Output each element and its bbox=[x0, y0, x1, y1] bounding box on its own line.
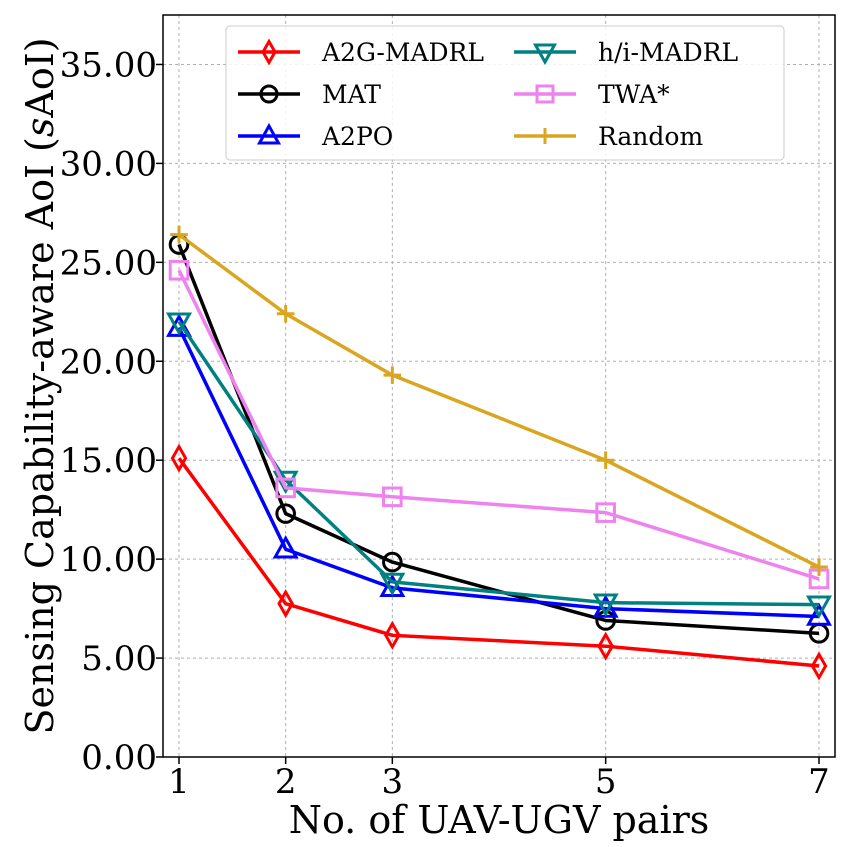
series-group bbox=[165, 225, 833, 681]
point-diamond bbox=[597, 631, 614, 661]
point-triangle-down bbox=[532, 43, 558, 66]
y-tick-label: 15.00 bbox=[60, 441, 157, 481]
point-square bbox=[168, 259, 190, 281]
point-triangle-up bbox=[256, 122, 282, 145]
legend-label: A2PO bbox=[321, 122, 393, 151]
y-axis-title: Sensing Capability-aware AoI (sAoI) bbox=[18, 37, 62, 734]
series-line bbox=[177, 233, 820, 569]
legend: A2G-MADRL MAT A2PO h/i-MADRL TWA* Random bbox=[225, 25, 785, 161]
series-a2g-madrl bbox=[170, 443, 828, 681]
point-square bbox=[535, 84, 555, 104]
point-triangle-down bbox=[272, 470, 299, 495]
legend-label: MAT bbox=[322, 80, 381, 109]
x-tick-label: 3 bbox=[382, 762, 404, 802]
point-diamond bbox=[810, 651, 828, 681]
legend-item: A2PO bbox=[238, 122, 393, 151]
point-plus bbox=[276, 304, 295, 323]
y-tick-label: 35.00 bbox=[60, 45, 157, 85]
y-tick-label: 5.00 bbox=[81, 639, 157, 679]
legend-label: A2G-MADRL bbox=[321, 38, 484, 67]
point-diamond bbox=[384, 620, 401, 650]
point-diamond bbox=[170, 443, 188, 473]
legend-label: h/i-MADRL bbox=[598, 38, 738, 67]
y-axis-title-tail: AoI) bbox=[18, 37, 62, 118]
legend-label: TWA* bbox=[598, 80, 670, 109]
series-line bbox=[177, 326, 820, 619]
series-random bbox=[170, 225, 828, 576]
point-plus bbox=[596, 451, 615, 469]
point-plus bbox=[383, 366, 402, 384]
point-plus bbox=[537, 128, 553, 144]
series-line bbox=[177, 243, 820, 636]
y-tick-label: 10.00 bbox=[60, 540, 157, 580]
point-plus bbox=[810, 558, 828, 576]
point-triangle-up bbox=[272, 535, 299, 559]
x-tick-label: 2 bbox=[275, 762, 297, 802]
point-triangle-down bbox=[592, 593, 619, 617]
y-tick-label: 20.00 bbox=[60, 342, 157, 382]
point-triangle-down bbox=[805, 595, 833, 619]
series-line bbox=[177, 320, 820, 607]
legend-item: TWA* bbox=[514, 80, 670, 109]
legend-label: Random bbox=[598, 122, 703, 151]
plot-frame bbox=[162, 14, 836, 758]
point-triangle-down bbox=[165, 312, 193, 336]
point-square bbox=[595, 502, 616, 523]
legend-box bbox=[225, 25, 785, 161]
point-diamond bbox=[261, 38, 277, 66]
point-circle bbox=[275, 503, 296, 524]
y-tick-label: 30.00 bbox=[60, 144, 157, 184]
series-twa- bbox=[168, 259, 830, 590]
x-tick-label: 5 bbox=[595, 762, 617, 802]
x-axis-title: No. of UAV-UGV pairs bbox=[289, 798, 710, 842]
point-triangle-down bbox=[379, 572, 406, 596]
legend-item: A2G-MADRL bbox=[238, 38, 484, 67]
point-triangle-up bbox=[805, 602, 833, 626]
series-line bbox=[177, 269, 820, 581]
legend-item: Random bbox=[514, 122, 703, 151]
series-line bbox=[177, 457, 820, 668]
y-tick-label: 0.00 bbox=[81, 738, 157, 778]
legend-item: h/i-MADRL bbox=[514, 38, 738, 67]
y-axis-title-italic: s bbox=[18, 118, 62, 138]
x-tick-label: 7 bbox=[808, 762, 830, 802]
x-tick-label: 1 bbox=[168, 762, 190, 802]
point-circle bbox=[259, 84, 279, 104]
point-circle bbox=[382, 551, 403, 573]
point-square bbox=[382, 486, 403, 508]
y-tick-label: 25.00 bbox=[60, 243, 157, 283]
point-square bbox=[275, 477, 296, 499]
y-axis-title-main: Sensing Capability-aware AoI ( bbox=[18, 137, 62, 734]
axis-ticks: 1 2 3 5 7 0.00 5.00 10.00 15.00 20.00 25.00 30.00 35… bbox=[60, 45, 830, 802]
point-diamond bbox=[277, 589, 294, 619]
point-plus bbox=[170, 225, 188, 244]
series-h-i-madrl bbox=[165, 312, 833, 619]
legend-item: MAT bbox=[238, 80, 381, 109]
